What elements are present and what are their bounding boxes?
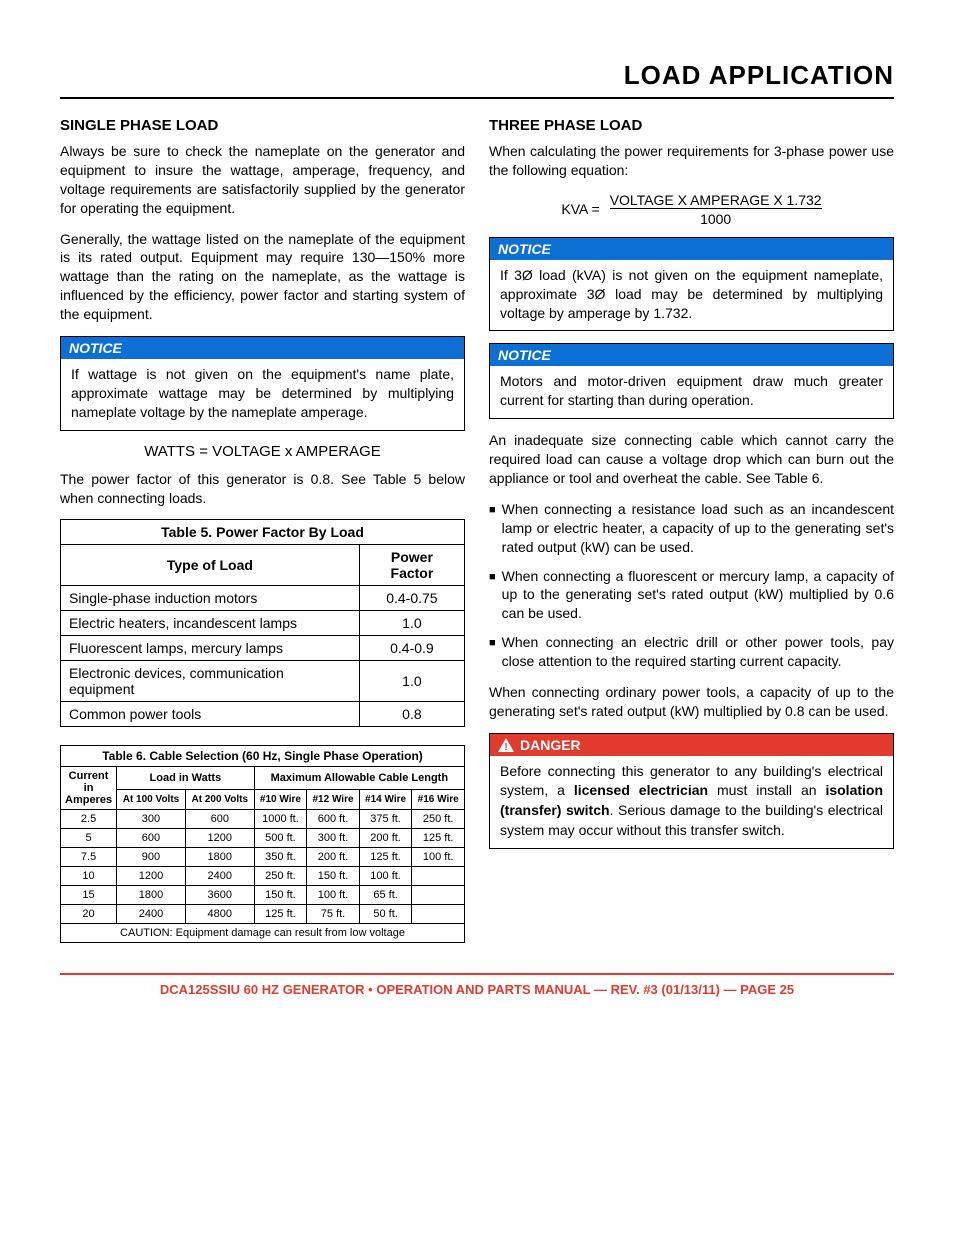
kva-denominator: 1000 — [610, 208, 822, 227]
footer-rule — [60, 973, 894, 975]
bullet-0: When connecting a resistance load such a… — [502, 500, 894, 557]
three-phase-notice-1: NOTICE If 3Ø load (kVA) is not given on … — [489, 237, 894, 332]
three-phase-p2: An inadequate size connecting cable whic… — [489, 431, 894, 488]
t6-sub-3: #12 Wire — [307, 789, 360, 810]
content-columns: SINGLE PHASE LOAD Always be sure to chec… — [60, 117, 894, 943]
page-title: LOAD APPLICATION — [60, 60, 894, 91]
notice-body: Motors and motor-driven equipment draw m… — [490, 366, 893, 418]
watts-equation: WATTS = VOLTAGE x AMPERAGE — [60, 443, 465, 460]
t6-sub-4: #14 Wire — [359, 789, 412, 810]
notice-body: If 3Ø load (kVA) is not given on the equ… — [490, 260, 893, 331]
t6-sub-5: #16 Wire — [412, 789, 465, 810]
single-phase-p3: The power factor of this generator is 0.… — [60, 470, 465, 508]
t6-row: 20 2400 4800 125 ft. 75 ft. 50 ft. — [61, 905, 465, 924]
danger-label: DANGER — [520, 737, 581, 753]
table-5-col-b: Power Factor — [359, 545, 464, 586]
single-phase-notice: NOTICE If wattage is not given on the eq… — [60, 336, 465, 431]
page-container: LOAD APPLICATION SINGLE PHASE LOAD Alway… — [0, 0, 954, 1037]
table-6-title: Table 6. Cable Selection (60 Hz, Single … — [61, 746, 465, 767]
t5-r1-b: 1.0 — [359, 611, 464, 636]
notice-head: NOTICE — [490, 238, 893, 260]
t5-r1-a: Electric heaters, incandescent lamps — [61, 611, 360, 636]
kva-label: KVA = — [561, 201, 599, 217]
t5-r4-a: Common power tools — [61, 702, 360, 727]
t5-r4-b: 0.8 — [359, 702, 464, 727]
t5-r2-b: 0.4-0.9 — [359, 636, 464, 661]
three-phase-p3: When connecting ordinary power tools, a … — [489, 683, 894, 721]
t5-r0-b: 0.4-0.75 — [359, 586, 464, 611]
t6-sub-0: At 100 Volts — [117, 789, 186, 810]
danger-box: ! DANGER Before connecting this generato… — [489, 733, 894, 849]
notice-head: NOTICE — [490, 344, 893, 366]
t5-r2-a: Fluorescent lamps, mercury lamps — [61, 636, 360, 661]
connection-bullets: When connecting a resistance load such a… — [489, 500, 894, 671]
page-footer: DCA125SSIU 60 HZ GENERATOR • OPERATION A… — [60, 982, 894, 997]
kva-equation: KVA = VOLTAGE X AMPERAGE X 1.732 1000 — [489, 192, 894, 227]
t5-r0-a: Single-phase induction motors — [61, 586, 360, 611]
single-phase-heading: SINGLE PHASE LOAD — [60, 117, 465, 134]
t6-sub-1: At 200 Volts — [185, 789, 254, 810]
table-5-col-a: Type of Load — [61, 545, 360, 586]
title-rule — [60, 97, 894, 99]
t6-row: 2.5 300 600 1000 ft. 600 ft. 375 ft. 250… — [61, 810, 465, 829]
table-6-cable-selection: Table 6. Cable Selection (60 Hz, Single … — [60, 745, 465, 943]
notice-body: If wattage is not given on the equipment… — [61, 359, 464, 430]
single-phase-p2: Generally, the wattage listed on the nam… — [60, 230, 465, 324]
three-phase-heading: THREE PHASE LOAD — [489, 117, 894, 134]
t6-row: 15 1800 3600 150 ft. 100 ft. 65 ft. — [61, 886, 465, 905]
bullet-1: When connecting a fluorescent or mercury… — [502, 567, 894, 624]
left-column: SINGLE PHASE LOAD Always be sure to chec… — [60, 117, 465, 943]
t6-row: 10 1200 2400 250 ft. 150 ft. 100 ft. — [61, 867, 465, 886]
table-6-load-head: Load in Watts — [117, 767, 255, 789]
three-phase-notice-2: NOTICE Motors and motor-driven equipment… — [489, 343, 894, 419]
t6-sub-2: #10 Wire — [254, 789, 307, 810]
notice-head: NOTICE — [61, 337, 464, 359]
bullet-2: When connecting an electric drill or oth… — [502, 633, 894, 671]
table-6-current-head: Current in Amperes — [61, 767, 117, 810]
three-phase-p1: When calculating the power requirements … — [489, 142, 894, 180]
table-6-caution: CAUTION: Equipment damage can result fro… — [61, 924, 465, 943]
table-5-title: Table 5. Power Factor By Load — [61, 520, 465, 545]
danger-body: Before connecting this generator to any … — [490, 756, 893, 848]
table-6-max-head: Maximum Allowable Cable Length — [254, 767, 464, 789]
t6-row: 5 600 1200 500 ft. 300 ft. 200 ft. 125 f… — [61, 829, 465, 848]
t5-r3-a: Electronic devices, communication equipm… — [61, 661, 360, 702]
t5-r3-b: 1.0 — [359, 661, 464, 702]
svg-text:!: ! — [504, 742, 507, 752]
single-phase-p1: Always be sure to check the nameplate on… — [60, 142, 465, 218]
danger-head: ! DANGER — [490, 734, 893, 756]
right-column: THREE PHASE LOAD When calculating the po… — [489, 117, 894, 943]
warning-icon: ! — [498, 738, 514, 752]
table-5-power-factor: Table 5. Power Factor By Load Type of Lo… — [60, 519, 465, 727]
t6-row: 7.5 900 1800 350 ft. 200 ft. 125 ft. 100… — [61, 848, 465, 867]
kva-numerator: VOLTAGE X AMPERAGE X 1.732 — [610, 192, 822, 208]
